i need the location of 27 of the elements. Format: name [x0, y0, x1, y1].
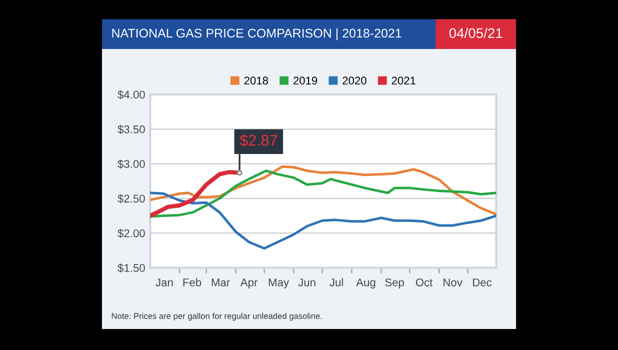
x-tick-label: Apr: [240, 278, 258, 289]
y-tick-label: $4.00: [118, 90, 145, 100]
x-tick-label: Jan: [156, 278, 173, 286]
x-tick-label: May: [268, 278, 290, 289]
x-tick-label: Sep: [385, 278, 404, 289]
y-tick-label: $1.50: [118, 264, 145, 273]
y-tick-label: $2.00: [118, 228, 145, 238]
legend-label: 2019: [294, 76, 318, 85]
legend-label: 2020: [342, 76, 366, 85]
y-tick-label: $3.00: [118, 160, 145, 169]
legend-label: 2018: [244, 76, 268, 85]
x-tick-label: Aug: [356, 278, 376, 289]
x-tick-label: Nov: [444, 278, 462, 286]
x-tick-label: Mar: [212, 278, 230, 286]
x-tick-label: Dec: [473, 278, 492, 286]
x-tick-label: Jul: [330, 278, 343, 286]
annotation: $2.87: [240, 134, 278, 147]
x-tick-label: Jun: [298, 278, 316, 286]
text: Note: Prices are per gallon for regular unleaded gasoline.: [112, 312, 322, 321]
x-tick-label: Feb: [183, 278, 202, 286]
line-series: [150, 192, 496, 250]
y-tick-label: $3.50: [118, 124, 145, 134]
x-tick-label: Oct: [416, 278, 433, 286]
chart-title: NATIONAL GAS PRICE COMPARISON | 2018-2021: [112, 28, 402, 40]
legend-label: 2021: [392, 76, 416, 85]
y-tick-label: $2.50: [118, 194, 145, 204]
chart-subtitle: 04/05/21: [449, 28, 502, 38]
